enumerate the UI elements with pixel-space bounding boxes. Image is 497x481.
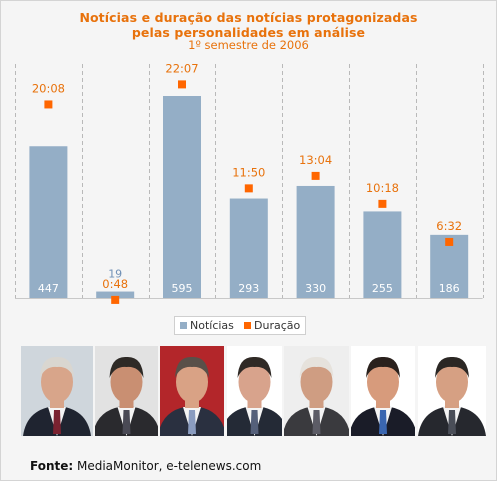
bar-noticias <box>163 95 201 298</box>
bar-noticias <box>29 146 68 298</box>
duration-label: 20:08 <box>32 81 65 95</box>
bar-value-label: 293 <box>238 282 259 295</box>
portrait-4 <box>227 346 282 436</box>
bar-value-label: 447 <box>38 282 59 295</box>
chart-title-line-2: pelas personalidades em análise <box>131 25 366 40</box>
person-portrait-icon <box>227 346 282 436</box>
duration-marker <box>445 237 454 246</box>
bar-noticias <box>363 211 402 298</box>
duration-marker <box>178 80 186 89</box>
portrait-1 <box>21 346 93 436</box>
duration-marker <box>378 199 387 208</box>
duration-label: 11:50 <box>232 165 265 179</box>
bar-noticias <box>96 291 135 298</box>
chart-legend: Notícias Duração <box>174 316 306 335</box>
source-note: Fonte: MediaMonitor, e-telenews.com <box>30 459 261 473</box>
legend-swatch-duracao <box>244 322 251 329</box>
person-portrait-icon <box>95 346 158 436</box>
legend-label-duracao: Duração <box>254 319 301 332</box>
chart-title: Notícias e duração das notícias protagon… <box>0 10 497 40</box>
bar-value-label: 255 <box>372 282 393 295</box>
duration-marker <box>111 295 120 304</box>
legend-swatch-noticias <box>180 322 187 329</box>
person-portrait-icon <box>21 346 93 436</box>
person-portrait-icon <box>160 346 224 436</box>
person-portrait-icon <box>351 346 415 436</box>
person-portrait-icon <box>284 346 349 436</box>
portrait-7 <box>418 346 486 436</box>
portrait-6 <box>351 346 415 436</box>
source-text: MediaMonitor, e-telenews.com <box>73 459 262 473</box>
duration-label: 10:18 <box>366 181 399 195</box>
chart-subtitle: 1º semestre de 2006 <box>188 38 309 52</box>
bar-noticias <box>296 185 335 298</box>
bar-value-label: 19 <box>108 268 122 281</box>
bar-value-label: 186 <box>439 282 460 295</box>
bar-value-label: 595 <box>172 282 193 295</box>
bar-value-label: 330 <box>305 282 326 295</box>
bar-noticias <box>229 198 268 298</box>
portrait-5 <box>284 346 349 436</box>
duration-label: 22:07 <box>165 61 198 75</box>
duration-label: 6:32 <box>436 219 462 233</box>
person-portrait-icon <box>418 346 486 436</box>
source-label: Fonte: <box>30 459 74 473</box>
duration-marker <box>244 184 253 193</box>
portrait-3 <box>160 346 224 436</box>
portrait-2 <box>95 346 158 436</box>
duration-label: 13:04 <box>299 153 332 167</box>
duration-label: 0:48 <box>102 277 128 291</box>
duration-marker <box>44 100 53 109</box>
chart-title-line-1: Notícias e duração das notícias protagon… <box>79 10 418 25</box>
duration-marker <box>311 171 320 180</box>
legend-label-noticias: Notícias <box>190 319 234 332</box>
